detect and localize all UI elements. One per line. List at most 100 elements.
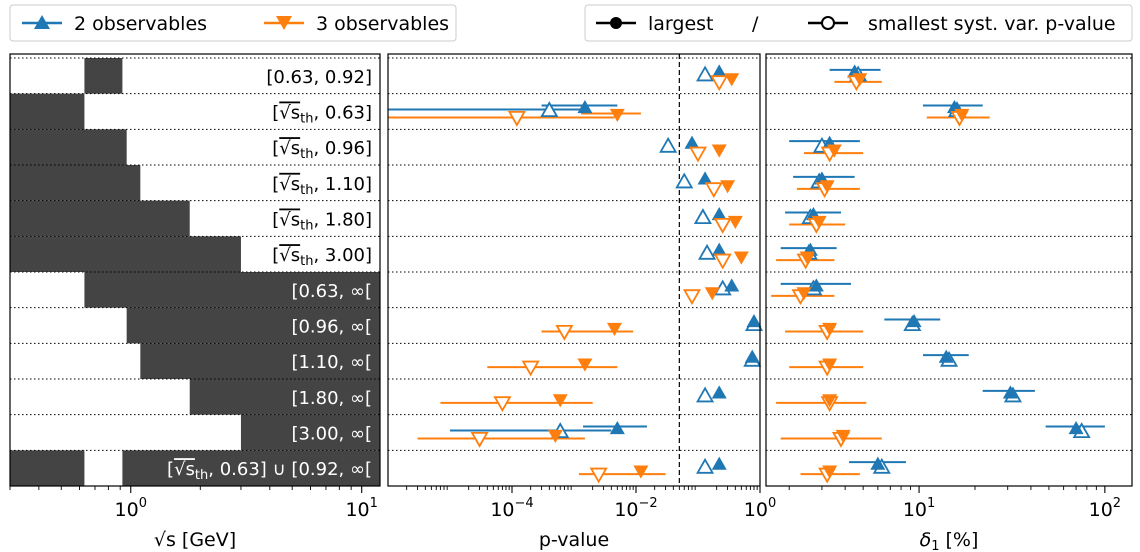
bin-label: [√sth, 0.96] xyxy=(272,138,372,162)
bin-bar xyxy=(10,236,241,272)
bin-bar xyxy=(84,58,123,94)
orange-filled-marker xyxy=(547,429,563,443)
bin-bar xyxy=(126,307,380,344)
legend-left: 2 observables 3 observables xyxy=(9,4,457,42)
orange-filled-marker xyxy=(552,394,568,408)
blue-open-marker xyxy=(659,136,678,153)
blue-filled-marker xyxy=(711,242,727,256)
orange-filled-marker xyxy=(796,287,812,301)
bin-bar xyxy=(10,200,190,237)
orange-filled-marker xyxy=(577,358,593,372)
x-axis-label-symbol: δ xyxy=(920,529,932,551)
bin-label-sqrt-s: √s xyxy=(279,210,300,231)
bin-label: [1.80, ∞[ xyxy=(291,388,372,409)
bin-label: [1.10, ∞[ xyxy=(291,352,372,373)
bin-label-subscript: th xyxy=(195,468,208,483)
blue-filled-marker xyxy=(1068,421,1084,435)
bin-bar xyxy=(10,450,85,486)
bin-label-sqrt-s: √s xyxy=(279,138,300,159)
legend-right: largest / smallest syst. var. p-value xyxy=(584,4,1133,42)
bin-bar xyxy=(189,379,380,415)
bin-label-subscript: th xyxy=(300,219,313,234)
bin-label: [0.63, ∞[ xyxy=(291,281,372,302)
tick-label-base: 10 xyxy=(490,499,514,521)
tick-label-base: 10 xyxy=(744,499,768,521)
orange-open-marker xyxy=(470,431,489,448)
orange-filled-marker xyxy=(633,465,649,479)
orange-open-marker xyxy=(521,360,540,377)
bin-label: [0.96, ∞[ xyxy=(291,317,372,338)
bin-label-sqrt-s: √s xyxy=(279,245,300,266)
bin-label-sqrt-s: √s xyxy=(279,174,300,195)
orange-filled-marker xyxy=(720,180,736,194)
orange-filled-marker xyxy=(724,73,740,87)
blue-open-marker xyxy=(693,208,712,225)
orange-open-marker xyxy=(682,289,702,306)
legend-entry-2-observables: 2 observables xyxy=(22,13,207,35)
blue-filled-marker xyxy=(724,278,740,292)
bin-bar xyxy=(240,414,380,451)
orange-filled-marker xyxy=(835,429,851,443)
blue-filled-marker xyxy=(711,456,727,470)
blue-open-marker xyxy=(696,65,715,82)
bin-bar xyxy=(122,450,380,486)
bin-bar xyxy=(10,129,127,165)
x-axis-label-unit: [%] xyxy=(939,529,978,551)
bin-label-part: [ xyxy=(272,245,279,266)
legend-label-3-observables: 3 observables xyxy=(316,13,449,35)
orange-filled-marker xyxy=(819,180,835,194)
tick-label-exponent: 0 xyxy=(139,496,147,511)
bin-bar xyxy=(84,272,381,308)
orange-filled-marker xyxy=(822,358,838,372)
orange-open-marker xyxy=(493,396,512,413)
tick-label-base: 10 xyxy=(903,499,927,521)
blue-filled-marker xyxy=(577,100,593,114)
blue-filled-marker xyxy=(609,421,625,435)
legend-label-2-observables: 2 observables xyxy=(74,13,207,35)
bin-label-part: , 1.80] xyxy=(313,210,372,231)
tick-label-exponent: 0 xyxy=(768,496,776,511)
tick-label: 102 xyxy=(1089,496,1121,521)
orange-filled-marker xyxy=(704,287,720,301)
bin-label-part: [ xyxy=(167,459,174,480)
bin-label: [√sth, 1.10] xyxy=(272,174,372,198)
legend-entry-3-observables: 3 observables xyxy=(264,13,449,35)
triangle-down-icon xyxy=(276,16,292,30)
filled-circle-icon xyxy=(610,17,622,29)
legend-label-smallest: smallest syst. var. p-value xyxy=(868,13,1116,35)
bin-label-sqrt-s: √s xyxy=(174,459,195,480)
orange-open-marker xyxy=(507,110,526,127)
orange-filled-marker xyxy=(799,251,815,265)
tick-label: 101 xyxy=(903,496,935,521)
axes-frame xyxy=(387,53,761,487)
legend-separator: / xyxy=(752,13,759,35)
tick-label-exponent: −2 xyxy=(639,496,658,511)
bin-label: [√sth, 0.63] ∪ [0.92, ∞[ xyxy=(167,459,372,483)
orange-open-marker xyxy=(688,146,708,163)
blue-filled-marker xyxy=(711,385,727,399)
bin-label-subscript: th xyxy=(300,112,313,127)
blue-filled-marker xyxy=(938,349,954,363)
bin-label-subscript: th xyxy=(300,254,313,269)
orange-filled-marker xyxy=(733,251,749,265)
orange-filled-marker xyxy=(711,144,727,158)
bin-label-part: [ xyxy=(272,210,279,231)
blue-filled-marker xyxy=(711,207,727,221)
orange-filled-marker xyxy=(822,394,838,408)
orange-filled-marker xyxy=(811,215,827,229)
x-axis-label-subscript: 1 xyxy=(931,539,939,552)
bin-label-part: , 0.63] xyxy=(313,103,372,124)
blue-open-marker xyxy=(540,101,559,118)
bin-label-part: , 0.63] ∪ [0.92, ∞[ xyxy=(208,459,372,480)
bin-label: [3.00, ∞[ xyxy=(291,424,372,445)
orange-filled-marker xyxy=(826,144,842,158)
tick-label: 100 xyxy=(115,496,147,521)
axes-frame xyxy=(9,53,381,487)
tick-label: 100 xyxy=(744,496,776,521)
x-axis-label: p-value xyxy=(539,529,609,551)
axes-frame xyxy=(765,53,1133,487)
blue-open-marker xyxy=(675,172,694,189)
bin-label: [√sth, 0.63] xyxy=(272,103,372,127)
